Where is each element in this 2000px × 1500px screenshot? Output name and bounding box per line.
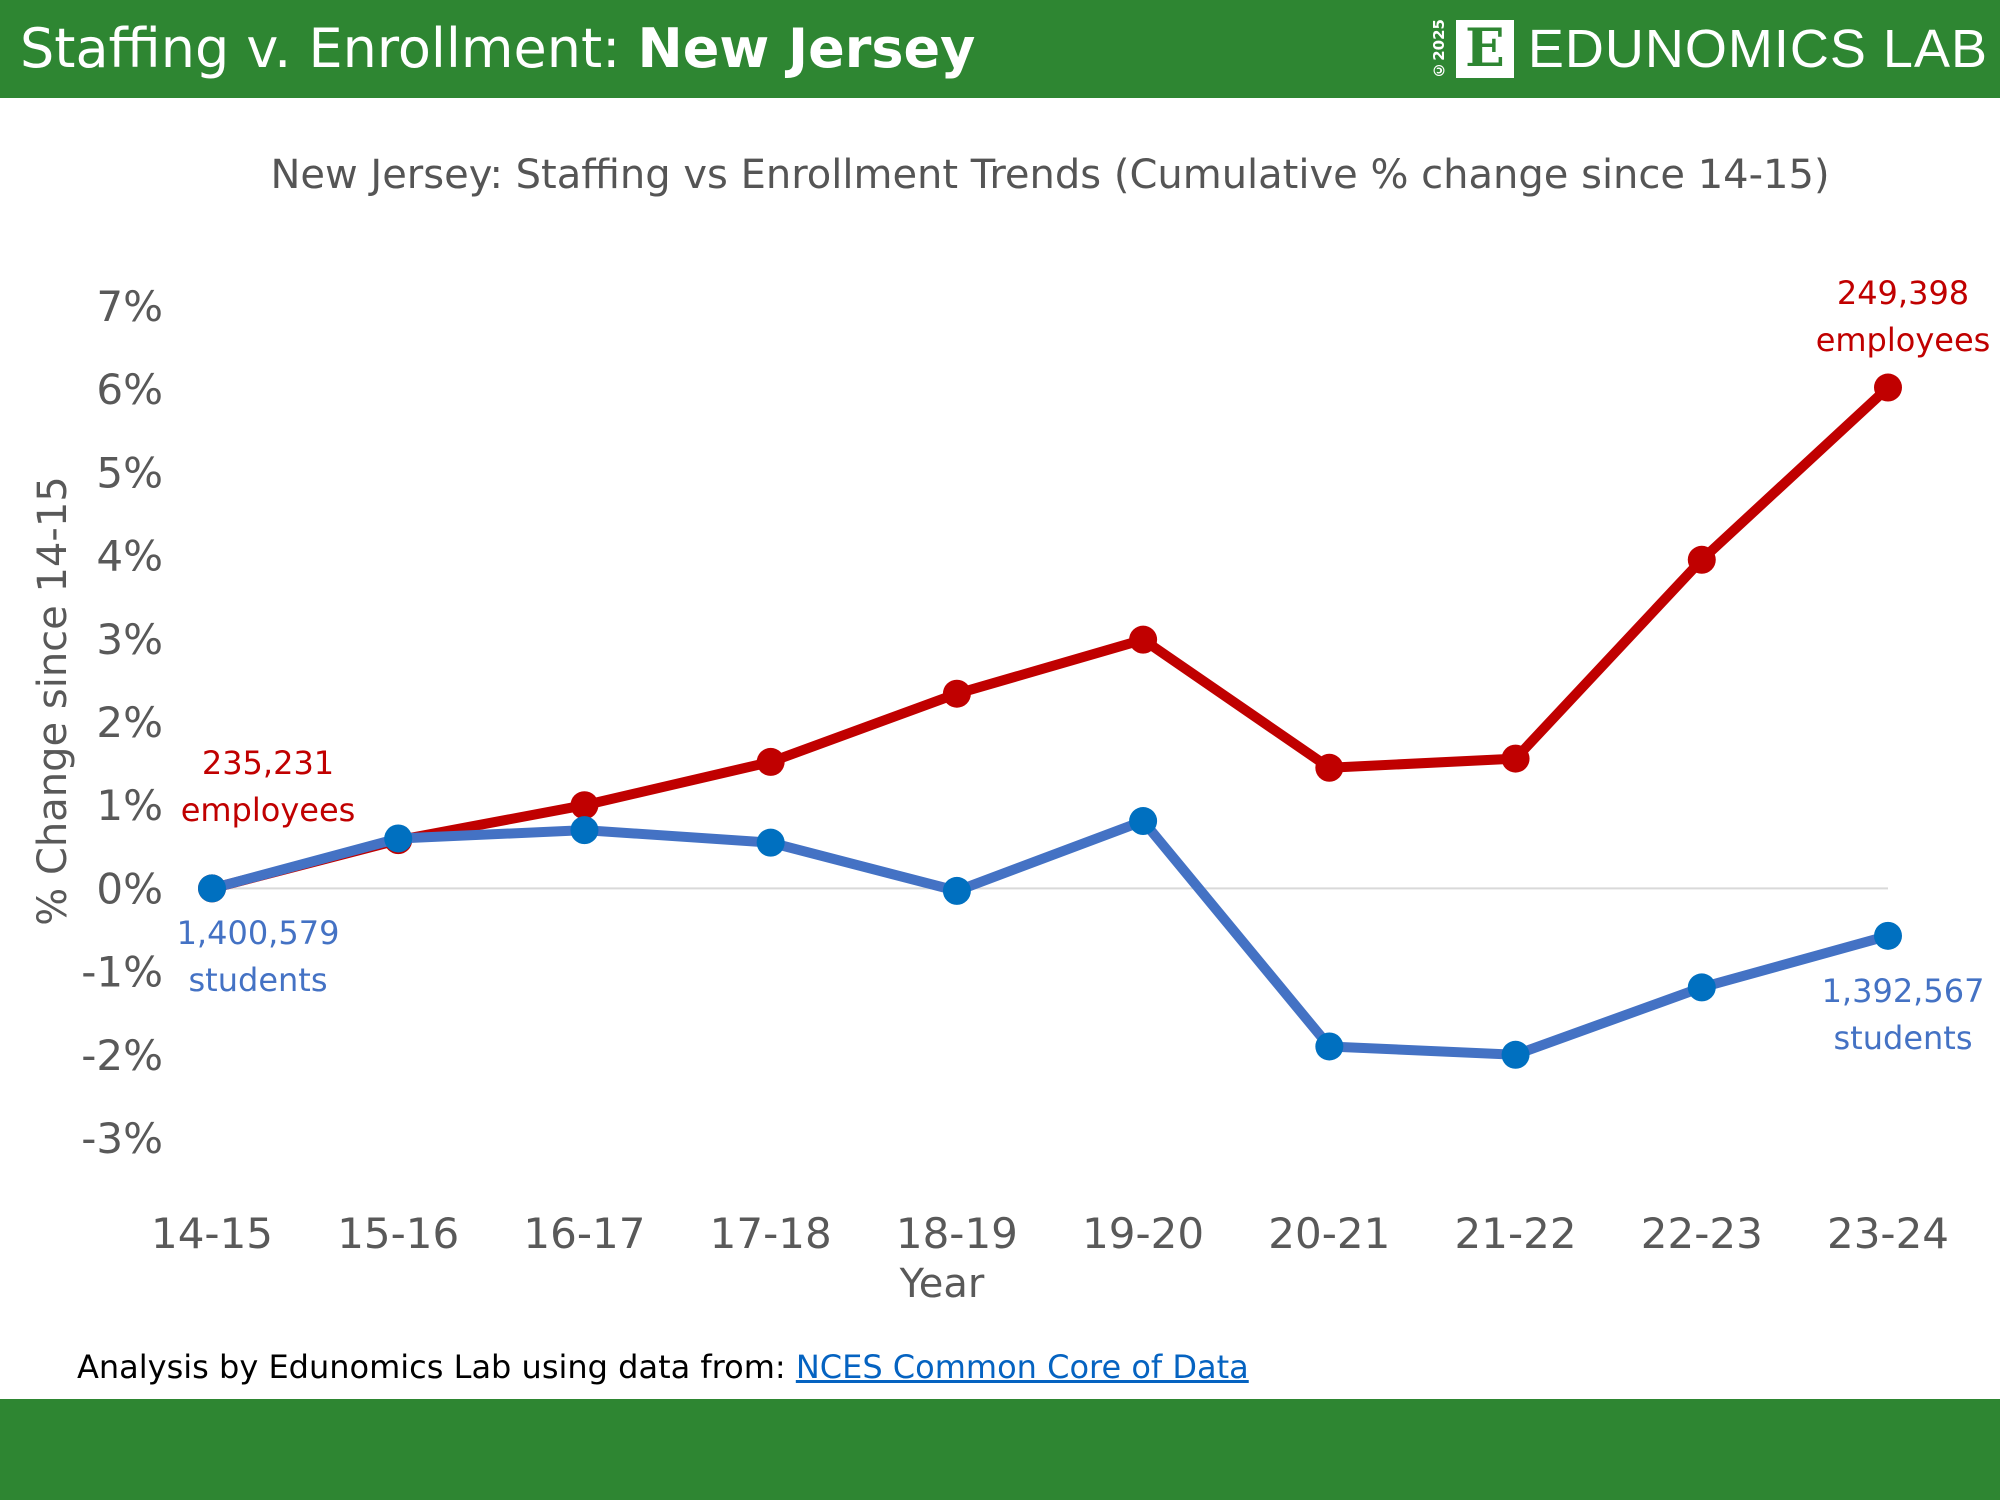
x-tick-label: 20-21 bbox=[1268, 1209, 1390, 1258]
employees-marker bbox=[1687, 545, 1716, 574]
x-tick-label: 14-15 bbox=[151, 1209, 273, 1258]
annotation-students-end: students bbox=[1834, 1019, 1973, 1057]
annotation-employees-start: employees bbox=[181, 791, 356, 829]
edunomics-logo: ©2025 E EDUNOMICS LAB bbox=[1430, 14, 1988, 84]
employees-marker bbox=[756, 747, 785, 776]
y-tick-label: 5% bbox=[96, 448, 163, 497]
logo-e-icon: E bbox=[1455, 20, 1514, 78]
employees-marker bbox=[1129, 625, 1158, 654]
y-tick-label: 0% bbox=[96, 864, 163, 913]
students-marker bbox=[1129, 807, 1158, 836]
employees-marker bbox=[1874, 373, 1902, 402]
x-tick-label: 15-16 bbox=[337, 1209, 459, 1258]
annotation-students-start: students bbox=[189, 961, 328, 999]
students-marker bbox=[942, 876, 971, 905]
annotation-employees-start: 235,231 bbox=[202, 744, 334, 782]
annotation-employees-end: 249,398 bbox=[1837, 274, 1969, 312]
students-marker bbox=[384, 824, 413, 853]
y-tick-label: 1% bbox=[96, 781, 163, 830]
x-axis-label: Year bbox=[899, 1261, 985, 1307]
source-note: Analysis by Edunomics Lab using data fro… bbox=[77, 1348, 1249, 1386]
x-tick-label: 23-24 bbox=[1827, 1209, 1949, 1258]
annotation-students-end: 1,392,567 bbox=[1822, 972, 1985, 1010]
students-marker bbox=[1501, 1040, 1530, 1069]
footer-bar bbox=[0, 1399, 2000, 1500]
y-tick-label: 4% bbox=[96, 532, 163, 581]
x-tick-label: 22-23 bbox=[1641, 1209, 1763, 1258]
header-bar: Staffing v. Enrollment: New Jersey ©2025… bbox=[0, 0, 2000, 98]
y-tick-label: -1% bbox=[81, 948, 163, 997]
employees-marker bbox=[570, 791, 599, 820]
y-axis-label: % Change since 14-15 bbox=[30, 476, 76, 925]
source-link[interactable]: NCES Common Core of Data bbox=[795, 1348, 1249, 1386]
y-tick-label: 3% bbox=[96, 615, 163, 664]
y-tick-label: 2% bbox=[96, 698, 163, 747]
source-prefix: Analysis by Edunomics Lab using data fro… bbox=[77, 1348, 796, 1386]
x-tick-label: 17-18 bbox=[710, 1209, 832, 1258]
students-marker bbox=[1315, 1032, 1344, 1061]
y-tick-label: 7% bbox=[96, 282, 163, 331]
annotation-employees-end: employees bbox=[1816, 321, 1991, 359]
employees-marker bbox=[942, 679, 971, 708]
x-tick-label: 19-20 bbox=[1082, 1209, 1204, 1258]
title-state: New Jersey bbox=[637, 17, 976, 80]
x-tick-label: 16-17 bbox=[523, 1209, 645, 1258]
page-title: Staffing v. Enrollment: New Jersey bbox=[20, 14, 975, 84]
employees-marker bbox=[1315, 753, 1344, 782]
employees-line bbox=[210, 383, 1892, 894]
students-marker bbox=[1687, 973, 1716, 1002]
annotation-students-start: 1,400,579 bbox=[177, 914, 340, 952]
x-tick-label: 21-22 bbox=[1455, 1209, 1577, 1258]
students-marker bbox=[1874, 921, 1902, 950]
chart-title: New Jersey: Staffing vs Enrollment Trend… bbox=[270, 152, 1829, 198]
title-prefix: Staffing v. Enrollment: bbox=[20, 17, 638, 80]
line-chart: New Jersey: Staffing vs Enrollment Trend… bbox=[30, 152, 1991, 1307]
y-tick-label: 6% bbox=[96, 365, 163, 414]
y-tick-label: -2% bbox=[81, 1031, 163, 1080]
x-tick-label: 18-19 bbox=[896, 1209, 1018, 1258]
y-tick-label: -3% bbox=[81, 1114, 163, 1163]
students-line bbox=[210, 816, 1890, 1060]
logo-text: EDUNOMICS LAB bbox=[1527, 19, 1988, 79]
students-marker bbox=[570, 816, 599, 845]
students-marker bbox=[198, 874, 226, 903]
employees-marker bbox=[1501, 744, 1530, 773]
students-marker bbox=[756, 828, 785, 857]
